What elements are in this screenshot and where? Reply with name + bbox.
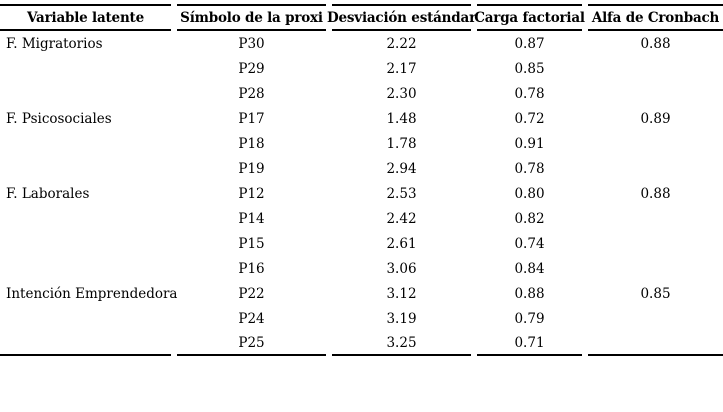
cell-variable-latente <box>0 81 171 106</box>
cell-variable-latente <box>0 206 171 231</box>
cell-simbolo-proxi: P29 <box>238 60 265 77</box>
cell-simbolo-proxi: P12 <box>238 185 265 202</box>
table-row: P16 3.06 0.84 <box>0 256 723 281</box>
cell-carga-factorial: 0.82 <box>514 210 545 227</box>
cell-variable-latente <box>0 256 171 281</box>
cell-variable-latente <box>0 131 171 156</box>
table-body: F. Migratorios P30 2.22 0.87 0.88 P29 2.… <box>0 31 723 356</box>
cell-carga-factorial: 0.85 <box>514 60 545 77</box>
cell-alfa-cronbach: 0.85 <box>640 285 671 302</box>
cell-alfa-cronbach: 0.89 <box>640 110 671 127</box>
cell-desviacion-estandar: 2.94 <box>386 160 417 177</box>
cell-carga-factorial: 0.91 <box>514 135 545 152</box>
table-row: P28 2.30 0.78 <box>0 81 723 106</box>
cell-variable-latente <box>0 306 171 331</box>
cell-carga-factorial: 0.79 <box>514 310 545 327</box>
cell-alfa-cronbach <box>588 231 723 256</box>
cell-variable-latente: F. Psicosociales <box>6 110 112 127</box>
cell-desviacion-estandar: 2.17 <box>386 60 417 77</box>
table-row: F. Migratorios P30 2.22 0.87 0.88 <box>0 31 723 56</box>
cell-desviacion-estandar: 3.06 <box>386 260 417 277</box>
cell-variable-latente: F. Migratorios <box>6 35 103 52</box>
cell-desviacion-estandar: 2.42 <box>386 210 417 227</box>
cell-simbolo-proxi: P24 <box>238 310 265 327</box>
cell-simbolo-proxi: P19 <box>238 160 265 177</box>
cell-alfa-cronbach: 0.88 <box>640 35 671 52</box>
cell-alfa-cronbach <box>588 156 723 181</box>
cell-carga-factorial: 0.88 <box>514 285 545 302</box>
cell-carga-factorial: 0.87 <box>514 35 545 52</box>
cell-alfa-cronbach: 0.88 <box>640 185 671 202</box>
stats-table: Variable latente Símbolo de la proxi Des… <box>0 4 723 356</box>
cell-simbolo-proxi: P18 <box>238 135 265 152</box>
cell-carga-factorial: 0.78 <box>514 160 545 177</box>
cell-variable-latente <box>0 56 171 81</box>
cell-simbolo-proxi: P22 <box>238 285 265 302</box>
column-header-variable-latente: Variable latente <box>0 4 171 31</box>
cell-variable-latente <box>0 156 171 181</box>
cell-alfa-cronbach <box>588 256 723 281</box>
cell-simbolo-proxi: P15 <box>238 235 265 252</box>
table-row: P29 2.17 0.85 <box>0 56 723 81</box>
cell-alfa-cronbach <box>588 81 723 106</box>
cell-carga-factorial: 0.74 <box>514 235 545 252</box>
cell-simbolo-proxi: P16 <box>238 260 265 277</box>
table-header-row: Variable latente Símbolo de la proxi Des… <box>0 4 723 31</box>
cell-alfa-cronbach <box>588 206 723 231</box>
cell-simbolo-proxi: P25 <box>177 331 326 356</box>
cell-desviacion-estandar: 3.25 <box>332 331 471 356</box>
cell-carga-factorial: 0.84 <box>514 260 545 277</box>
table-row: F. Laborales P12 2.53 0.80 0.88 <box>0 181 723 206</box>
cell-variable-latente: F. Laborales <box>6 185 90 202</box>
table-row: P25 3.25 0.71 <box>0 331 723 356</box>
cell-alfa-cronbach <box>588 131 723 156</box>
cell-alfa-cronbach <box>588 56 723 81</box>
cell-desviacion-estandar: 3.12 <box>386 285 417 302</box>
cell-variable-latente <box>0 331 171 356</box>
cell-carga-factorial: 0.80 <box>514 185 545 202</box>
cell-desviacion-estandar: 3.19 <box>386 310 417 327</box>
table-row: P15 2.61 0.74 <box>0 231 723 256</box>
table-row: P19 2.94 0.78 <box>0 156 723 181</box>
cell-carga-factorial: 0.72 <box>514 110 545 127</box>
cell-variable-latente: Intención Emprendedora <box>6 285 178 302</box>
cell-simbolo-proxi: P14 <box>238 210 265 227</box>
cell-desviacion-estandar: 2.53 <box>386 185 417 202</box>
table-row: P18 1.78 0.91 <box>0 131 723 156</box>
table-row: P24 3.19 0.79 <box>0 306 723 331</box>
cell-simbolo-proxi: P28 <box>238 85 265 102</box>
cell-desviacion-estandar: 1.48 <box>386 110 417 127</box>
table-row: P14 2.42 0.82 <box>0 206 723 231</box>
cell-alfa-cronbach <box>588 306 723 331</box>
cell-simbolo-proxi: P30 <box>238 35 265 52</box>
column-header-alfa-cronbach: Alfa de Cronbach <box>588 4 723 31</box>
column-header-desviacion-estandar: Desviación estándar <box>327 4 476 31</box>
cell-desviacion-estandar: 2.61 <box>386 235 417 252</box>
column-header-carga-factorial: Carga factorial <box>474 4 585 31</box>
column-header-simbolo-proxi: Símbolo de la proxi <box>177 4 326 31</box>
cell-desviacion-estandar: 2.22 <box>386 35 417 52</box>
table-row: F. Psicosociales P17 1.48 0.72 0.89 <box>0 106 723 131</box>
cell-desviacion-estandar: 1.78 <box>386 135 417 152</box>
cell-carga-factorial: 0.78 <box>514 85 545 102</box>
cell-variable-latente <box>0 231 171 256</box>
cell-carga-factorial: 0.71 <box>477 331 582 356</box>
cell-alfa-cronbach <box>588 331 723 356</box>
cell-simbolo-proxi: P17 <box>238 110 265 127</box>
table-row: Intención Emprendedora P22 3.12 0.88 0.8… <box>0 281 723 306</box>
cell-desviacion-estandar: 2.30 <box>386 85 417 102</box>
